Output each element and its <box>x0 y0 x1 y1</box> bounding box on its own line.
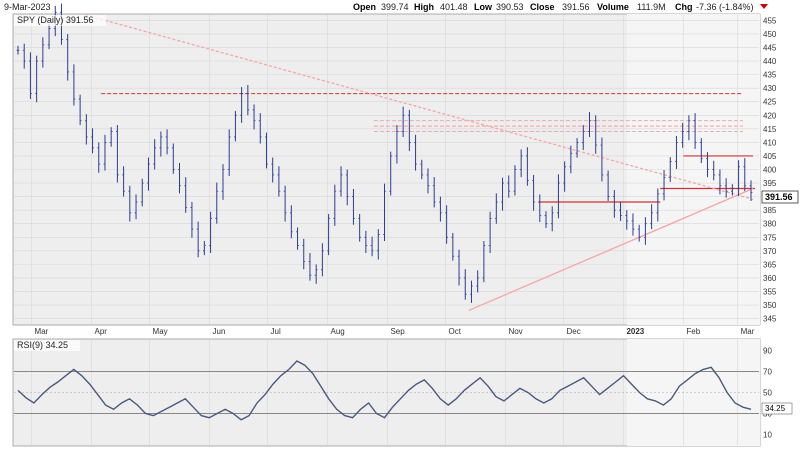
price-tick-label: 440 <box>763 57 777 66</box>
price-tick-label: 380 <box>763 220 777 229</box>
price-tick-label: 435 <box>763 71 777 80</box>
price-tick-label: 445 <box>763 44 777 53</box>
last-price-badge <box>761 190 799 204</box>
rsi-legend-bg <box>14 340 80 351</box>
month-label: Mar <box>35 327 49 336</box>
header-low-label: Low <box>474 2 493 12</box>
rsi-tick-label: 90 <box>763 347 772 356</box>
price-tick-label: 425 <box>763 98 777 107</box>
header-date: 9-Mar-2023 <box>4 2 51 12</box>
month-label: Oct <box>448 327 461 336</box>
price-tick-label: 360 <box>763 274 777 283</box>
price-tick-label: 420 <box>763 111 777 120</box>
month-label: Jul <box>271 327 281 336</box>
price-tick-label: 355 <box>763 287 777 296</box>
rsi-tick-label: 70 <box>763 368 772 377</box>
month-label: Apr <box>95 327 108 336</box>
trendline <box>85 14 754 200</box>
trendlines <box>85 14 754 312</box>
down-arrow-icon <box>760 4 768 9</box>
price-y-axis: 455 450 445 440 435 430 425 420 415 410 405 400 395 3… <box>763 16 777 323</box>
header-open: 399.74 <box>381 2 409 12</box>
header-low: 390.53 <box>496 2 524 12</box>
price-tick-label: 455 <box>763 16 777 25</box>
x-axis-months: Mar Apr May Jun Jul Aug Sep Oct Nov Dec 2023 Feb Mar <box>35 327 755 336</box>
month-label: Feb <box>686 327 700 336</box>
header-chg-label: Chg <box>675 2 693 12</box>
vertical-grid <box>31 15 738 324</box>
header-volume: 111.9M <box>637 2 666 12</box>
month-label: Mar <box>741 327 755 336</box>
price-tick-label: 410 <box>763 138 777 147</box>
price-legend: SPY (Daily) 391.56 <box>17 15 93 25</box>
price-tick-label: 450 <box>763 30 777 39</box>
rsi-levels <box>14 371 759 414</box>
rsi-last-label: 34.25 <box>765 404 786 413</box>
rsi-legend: RSI(9) 34.25 <box>17 340 68 350</box>
price-tick-label: 385 <box>763 206 777 215</box>
header-close: 391.56 <box>562 2 590 12</box>
price-tick-label: 430 <box>763 84 777 93</box>
header-chg: -7.36 (-1.84%) <box>696 2 754 12</box>
price-tick-label: 415 <box>763 125 777 134</box>
last-price-label: 391.56 <box>765 192 793 202</box>
header-high-label: High <box>414 2 434 12</box>
rsi-tick-label: 10 <box>763 431 772 440</box>
month-label: Aug <box>331 327 345 336</box>
rsi-y-axis: 9070503010 <box>763 347 772 440</box>
month-label: Sep <box>390 327 405 336</box>
rsi-last-badge <box>761 402 793 415</box>
price-tick-label: 370 <box>763 247 777 256</box>
header-volume-label: Volume <box>597 2 629 12</box>
price-bars <box>16 3 753 303</box>
price-legend-bg <box>14 15 106 26</box>
month-label: Nov <box>508 327 522 336</box>
month-label: Jun <box>213 327 226 336</box>
rsi-tick-label: 50 <box>763 389 772 398</box>
month-label: 2023 <box>626 327 644 336</box>
price-tick-label: 345 <box>763 315 777 324</box>
rsi-line <box>17 360 752 421</box>
header-close-label: Close <box>530 2 555 12</box>
month-label: May <box>153 327 168 336</box>
header-high: 401.48 <box>440 2 468 12</box>
price-tick-label: 375 <box>763 233 777 242</box>
price-grid <box>14 20 759 319</box>
price-tick-label: 350 <box>763 301 777 310</box>
price-tick-label: 395 <box>763 179 777 188</box>
trendline <box>468 187 754 312</box>
month-label: Dec <box>566 327 580 336</box>
price-tick-label: 365 <box>763 260 777 269</box>
price-tick-label: 405 <box>763 152 777 161</box>
price-levels <box>101 93 755 203</box>
price-tick-label: 400 <box>763 166 777 175</box>
header-open-label: Open <box>353 2 376 12</box>
rsi-series <box>17 360 752 421</box>
